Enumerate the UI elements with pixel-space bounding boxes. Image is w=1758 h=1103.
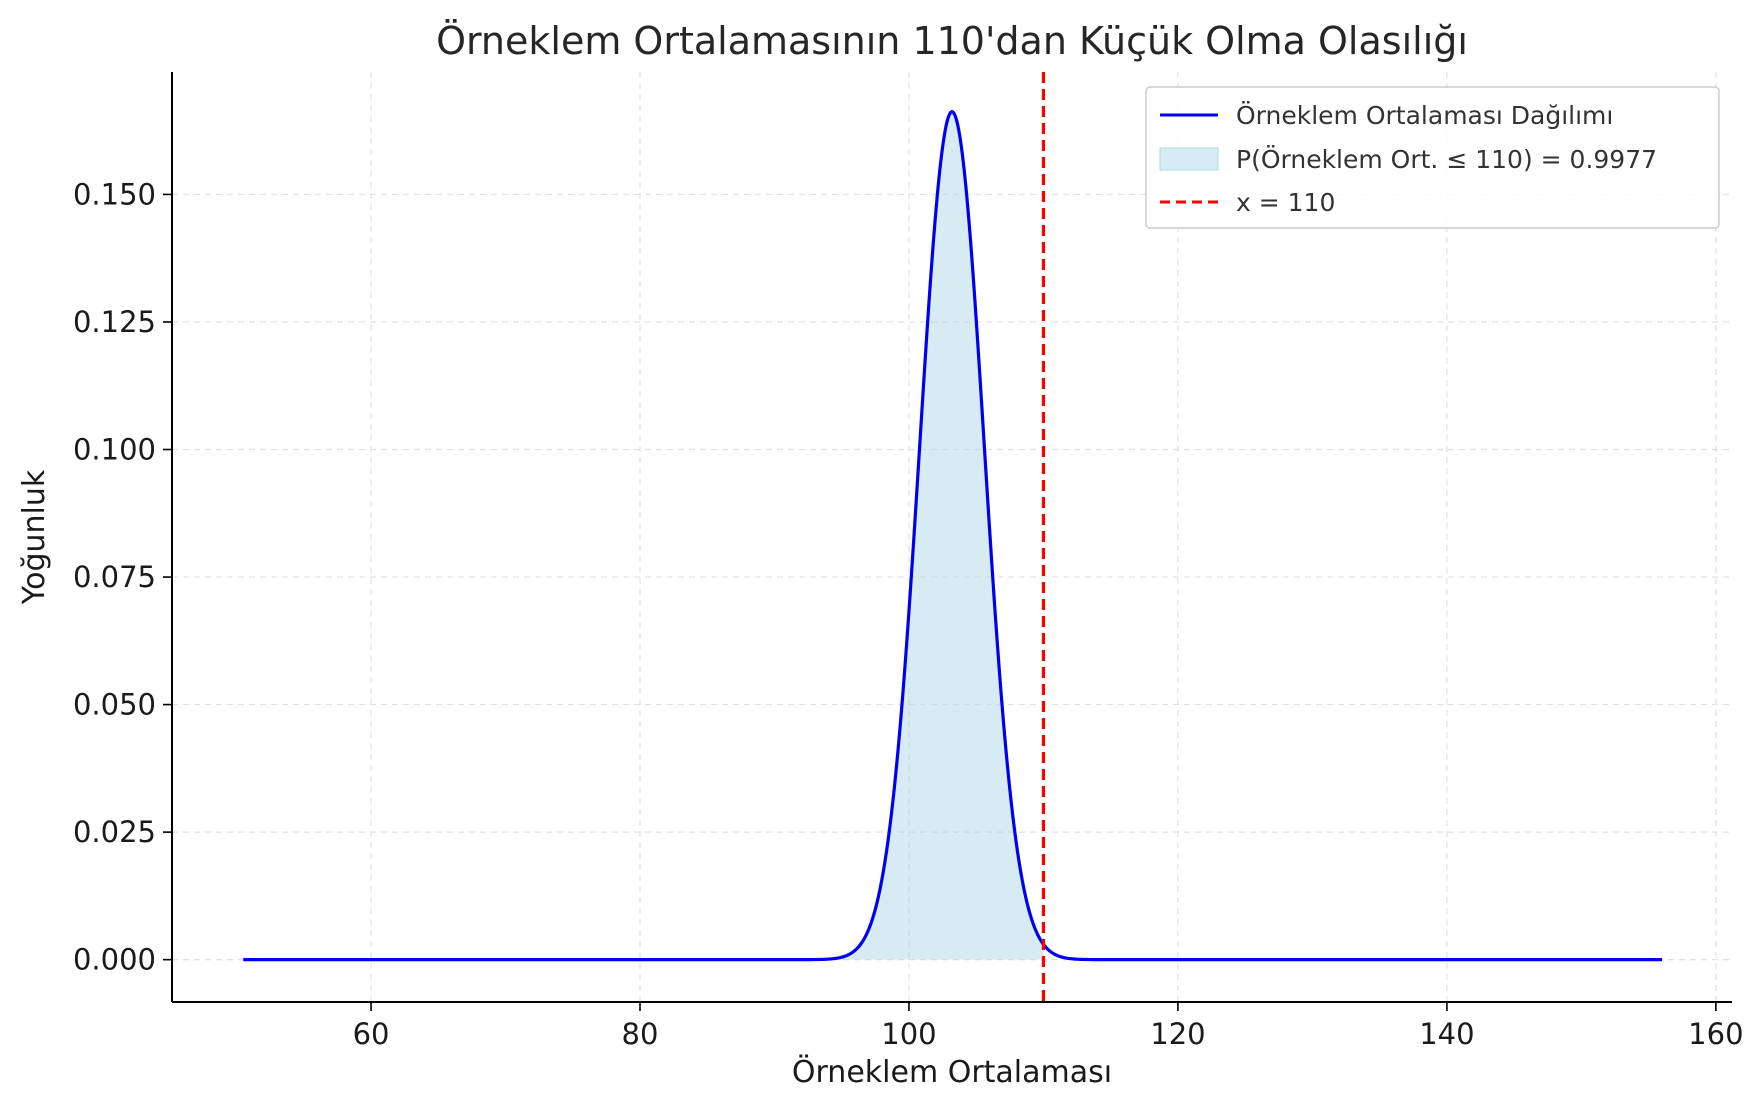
x-tick-label: 60: [353, 1017, 390, 1051]
y-tick-label: 0.100: [73, 433, 156, 467]
axes: [171, 72, 1732, 1003]
x-tick-label: 100: [881, 1017, 936, 1051]
y-ticks: 0.000 0.025 0.050 0.075 0.100 0.125 0.150: [73, 177, 172, 977]
distribution-curve: [242, 110, 1663, 962]
x-axis-label: Örneklem Ortalaması: [792, 1054, 1112, 1090]
chart-title: Örneklem Ortalamasının 110'dan Küçük Olm…: [436, 19, 1468, 63]
y-tick-label: 0.050: [73, 688, 156, 722]
y-tick-label: 0.025: [73, 815, 156, 849]
y-axis-label: Yoğunluk: [17, 469, 52, 605]
probability-area: [243, 111, 1044, 960]
probability-area-fill: [243, 111, 1044, 960]
legend-frame: [1145, 86, 1720, 229]
y-tick-label: 0.125: [73, 305, 156, 339]
x-tick-label: 120: [1150, 1017, 1205, 1051]
y-tick-label: 0.150: [73, 177, 156, 211]
legend-entry-probability: P(Örneklem Ort. ≤ 110) = 0.9977: [1236, 145, 1657, 174]
legend-entry-threshold: x = 110: [1236, 188, 1335, 217]
legend: Örneklem Ortalaması Dağılımı P(Örneklem …: [1145, 86, 1720, 229]
legend-entry-distribution: Örneklem Ortalaması Dağılımı: [1236, 101, 1613, 130]
x-ticks: 60 80 100 120 140 160: [353, 1002, 1744, 1051]
density-curve-path: [242, 110, 1663, 962]
x-tick-label: 140: [1419, 1017, 1474, 1051]
y-tick-label: 0.075: [73, 560, 156, 594]
x-tick-label: 160: [1688, 1017, 1743, 1051]
y-tick-label: 0.000: [73, 943, 156, 977]
legend-swatch-area: [1159, 147, 1219, 171]
x-tick-label: 80: [622, 1017, 659, 1051]
